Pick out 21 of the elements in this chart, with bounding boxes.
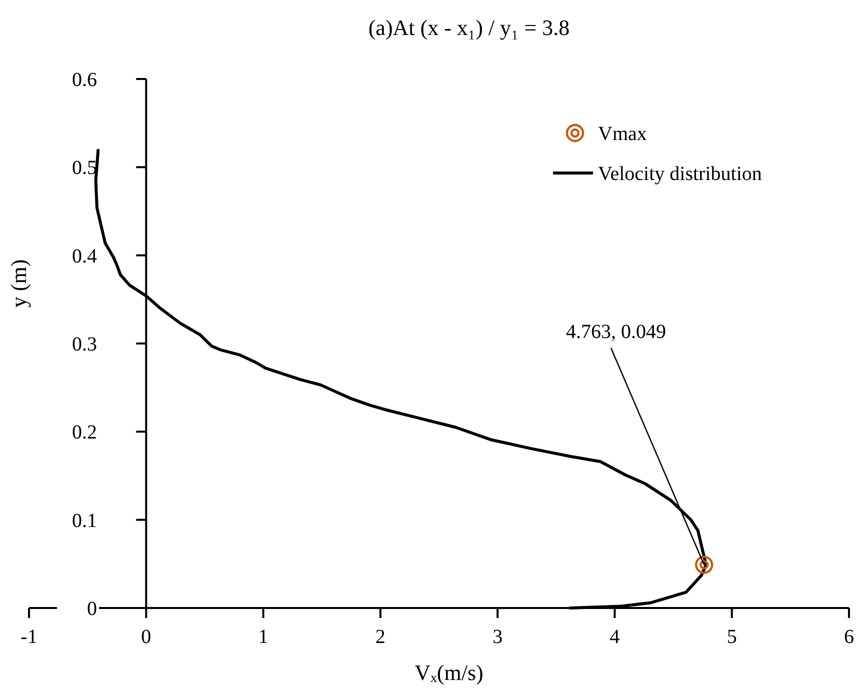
y-tick-label: 0.3 [72,334,97,356]
x-tick-label: 6 [844,626,854,648]
y-tick-label: 0.1 [72,510,97,532]
x-tick-label: 1 [258,626,268,648]
x-tick-label: 3 [492,626,503,648]
y-tick-label: 0.4 [72,245,97,268]
y-tick-label: 0 [87,598,97,620]
x-axis-title: Vₓ(m/s) [414,660,484,685]
x-tick-label: 5 [726,626,737,648]
legend-label: Velocity distribution [598,163,762,185]
x-tick-label: 2 [375,626,386,648]
x-tick-label: 4 [610,626,620,648]
x-tick-label: 0 [141,626,152,648]
x-tick-label: -1 [20,626,38,648]
annotation: 4.763, 0.049 [566,321,666,343]
legend-label: Vmax [598,123,647,145]
y-tick-label: 0.2 [72,422,97,444]
chart-title: (a)At (x - x₁) / y₁ = 3.8 [368,15,570,40]
y-tick-label: 0.5 [72,157,97,180]
y-axis-title: y (m) [6,259,31,308]
y-tick-label: 0.6 [72,69,97,91]
